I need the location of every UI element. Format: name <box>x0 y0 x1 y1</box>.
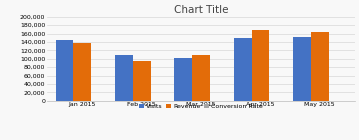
Bar <box>133 61 150 101</box>
Bar <box>311 32 329 101</box>
Title: Chart Title: Chart Title <box>174 5 228 15</box>
Bar <box>192 55 210 101</box>
Bar <box>115 55 133 101</box>
Bar <box>56 40 73 101</box>
Bar <box>234 38 252 101</box>
Legend: Visits, Revenue, Conversion Rate: Visits, Revenue, Conversion Rate <box>137 102 265 112</box>
Bar <box>252 30 269 101</box>
Bar <box>174 58 192 101</box>
Bar <box>73 43 91 101</box>
Bar <box>293 37 311 101</box>
